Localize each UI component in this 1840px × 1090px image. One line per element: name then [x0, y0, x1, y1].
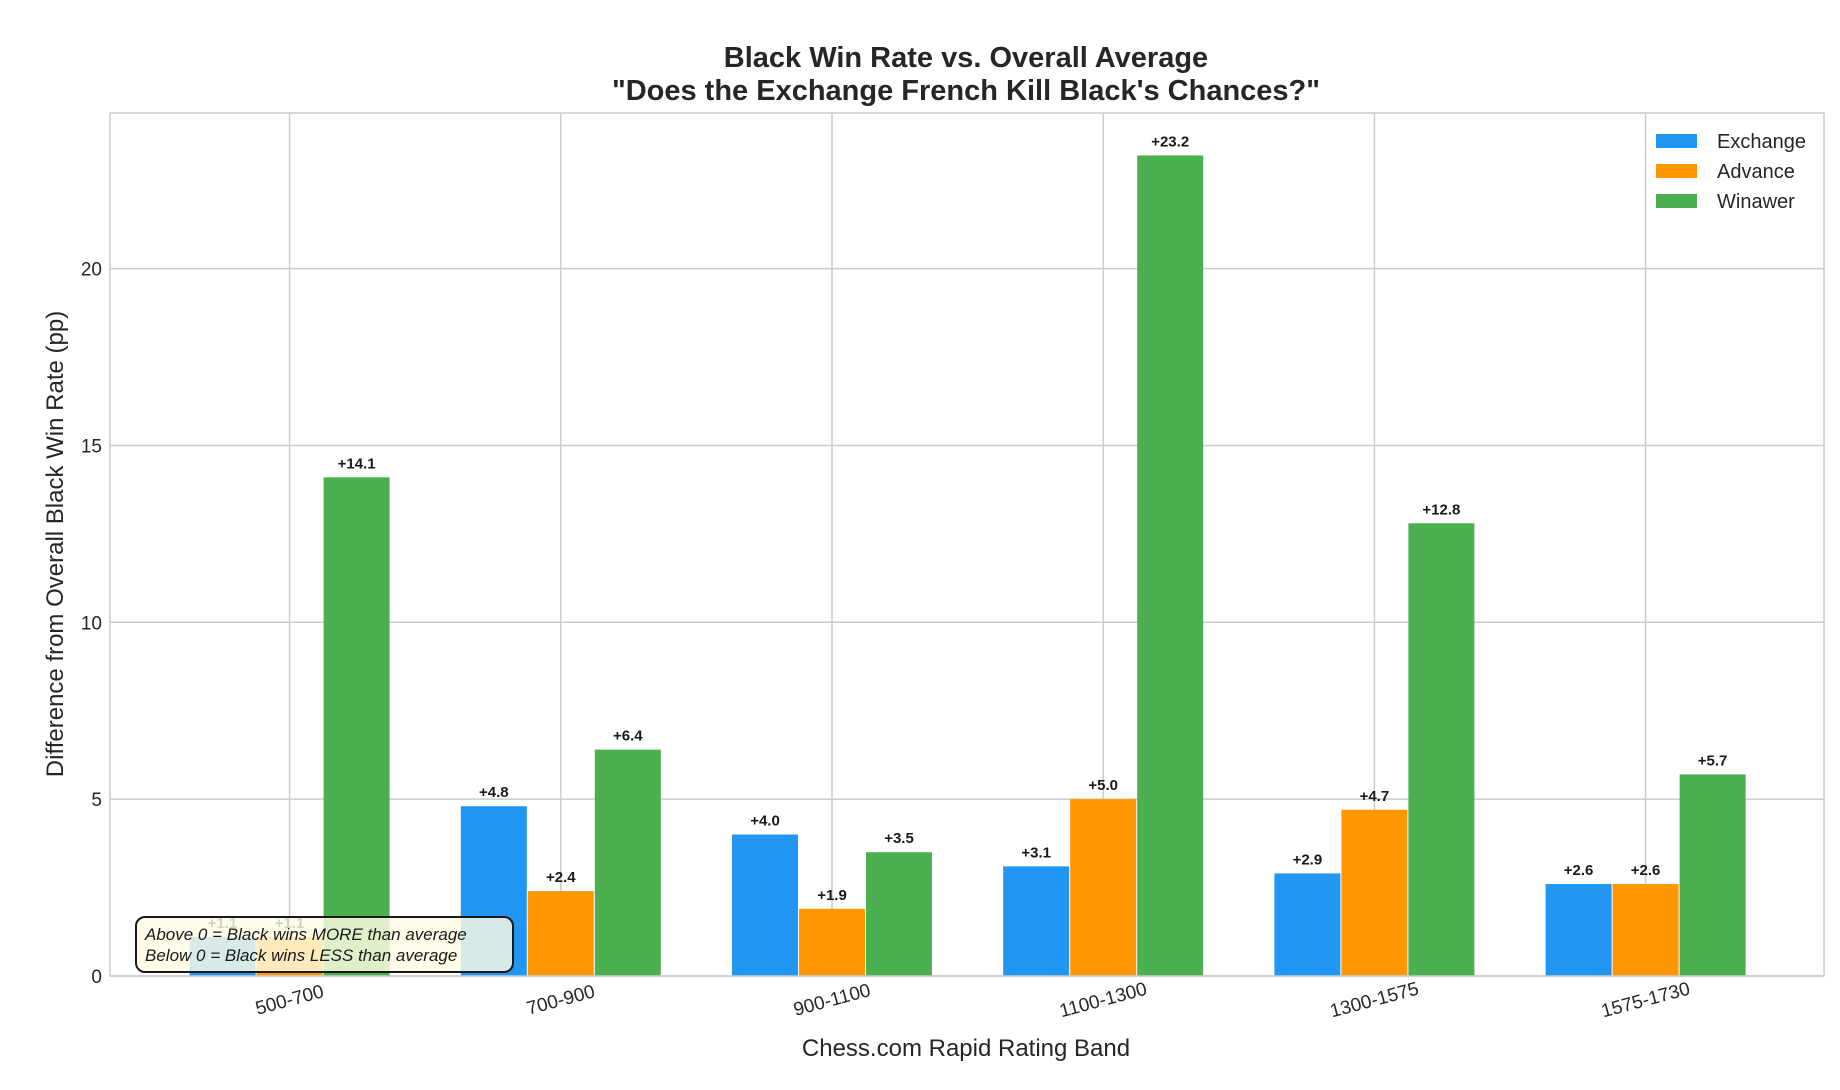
y-tick-label: 5 — [91, 790, 102, 811]
x-ticks: 500-700 700-900 900-1100 1100-1300 1300-1575… — [253, 979, 1692, 1023]
legend-label-exchange: Exchange — [1717, 131, 1806, 153]
y-tick-label: 15 — [81, 436, 102, 457]
bar-exchange — [1003, 866, 1070, 976]
bar-value-label: +3.1 — [1021, 844, 1051, 861]
chart-title: Black Win Rate vs. Overall Average — [724, 42, 1208, 74]
legend-label-winawer: Winawer — [1717, 191, 1795, 213]
bar-advance — [527, 891, 594, 976]
bars — [189, 155, 1746, 976]
x-tick-label: 500-700 — [253, 981, 326, 1019]
bar-value-label: +2.9 — [1293, 851, 1323, 868]
x-tick-label: 1575-1730 — [1599, 979, 1692, 1023]
bar-winawer — [866, 852, 932, 976]
bar-value-label: +5.7 — [1698, 752, 1728, 769]
x-tick-label: 1100-1300 — [1057, 979, 1149, 1022]
bar-value-label: +2.4 — [546, 869, 576, 886]
bar-winawer — [1137, 155, 1204, 976]
y-ticks: 0 5 10 15 20 — [81, 260, 102, 988]
bar-winawer — [1679, 774, 1746, 976]
chart-subtitle: "Does the Exchange French Kill Black's C… — [612, 75, 1320, 107]
legend-label-advance: Advance — [1717, 161, 1795, 183]
y-tick-label: 20 — [81, 260, 102, 281]
bar-value-label: +4.0 — [750, 813, 780, 830]
annotation-line-1: Above 0 = Black wins MORE than average — [144, 925, 467, 944]
annotation-line-2: Below 0 = Black wins LESS than average — [145, 946, 457, 965]
legend-swatch-advance — [1656, 164, 1697, 178]
annotation-box: Above 0 = Black wins MORE than average B… — [135, 916, 514, 973]
legend-swatch-winawer — [1656, 194, 1697, 208]
bar-value-label: +1.9 — [817, 887, 847, 904]
bar-advance — [1612, 884, 1679, 976]
bar-winawer — [323, 477, 390, 976]
x-axis-label: Chess.com Rapid Rating Band — [802, 1035, 1130, 1062]
bar-winawer — [594, 749, 661, 976]
bar-value-label: +4.7 — [1360, 788, 1390, 805]
bar-winawer — [1408, 523, 1475, 976]
bar-exchange — [1274, 873, 1341, 976]
y-axis-label: Difference from Overall Black Win Rate (… — [42, 311, 69, 777]
bar-value-label: +2.6 — [1631, 862, 1661, 879]
bar-value-label: +4.8 — [479, 784, 509, 801]
y-tick-label: 0 — [91, 967, 102, 988]
x-tick-label: 900-1100 — [791, 980, 873, 1021]
bar-advance — [799, 908, 865, 976]
x-tick-label: 700-900 — [525, 981, 598, 1019]
bar-value-label: +14.1 — [338, 455, 376, 472]
bar-value-label: +6.4 — [613, 728, 643, 745]
legend: Exchange Advance Winawer — [1656, 131, 1806, 213]
plot-background — [110, 113, 1824, 976]
bar-advance — [1070, 799, 1137, 976]
bar-value-label: +2.6 — [1564, 862, 1594, 879]
annotation-background — [135, 916, 514, 973]
y-tick-label: 10 — [81, 613, 102, 634]
plot-frame — [109, 112, 1825, 977]
bar-value-label: +3.5 — [884, 830, 914, 847]
bar-value-label: +23.2 — [1151, 133, 1189, 150]
bar-value-label: +5.0 — [1088, 777, 1118, 794]
bar-exchange — [1545, 884, 1612, 976]
bar-advance — [1341, 809, 1408, 976]
x-tick-label: 1300-1575 — [1328, 979, 1421, 1023]
legend-swatch-exchange — [1656, 134, 1697, 148]
bar-exchange — [732, 834, 798, 976]
bar-value-label: +12.8 — [1422, 501, 1460, 518]
